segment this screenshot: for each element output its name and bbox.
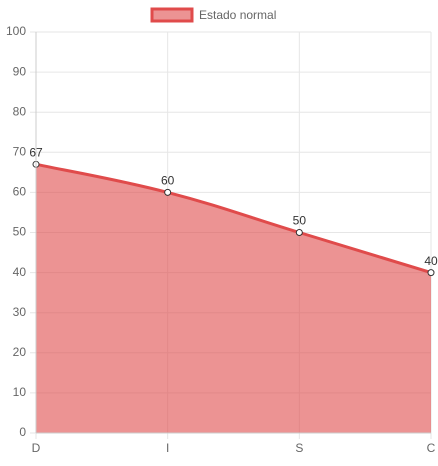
y-tick-label: 80 [13, 104, 27, 118]
data-label: 50 [293, 214, 307, 228]
x-tick-label: C [427, 441, 436, 455]
line [35, 162, 432, 275]
data-label: 40 [424, 254, 438, 268]
x-tick-label: S [295, 441, 303, 455]
point [295, 229, 303, 236]
y-tick-label: 0 [19, 425, 26, 439]
y-tick-label: 90 [13, 64, 27, 78]
y-tick-label: 40 [13, 265, 27, 279]
area-fill [36, 164, 431, 433]
legend-label[interactable]: Estado normal [199, 8, 276, 22]
x-tick-label: I [166, 441, 169, 455]
y-tick-label: 100 [6, 24, 26, 38]
y-tick-label: 10 [13, 385, 27, 399]
y-tick-label: 60 [13, 185, 27, 199]
x-tick-label: D [32, 441, 41, 455]
y-tick-label: 70 [13, 144, 27, 158]
y-tick-label: 30 [13, 305, 27, 319]
y-tick-label: 20 [13, 345, 27, 359]
data-label: 60 [161, 174, 175, 188]
point [427, 269, 435, 277]
point [164, 188, 172, 196]
legend-swatch[interactable] [150, 7, 194, 23]
y-tick-label: 50 [13, 225, 27, 239]
